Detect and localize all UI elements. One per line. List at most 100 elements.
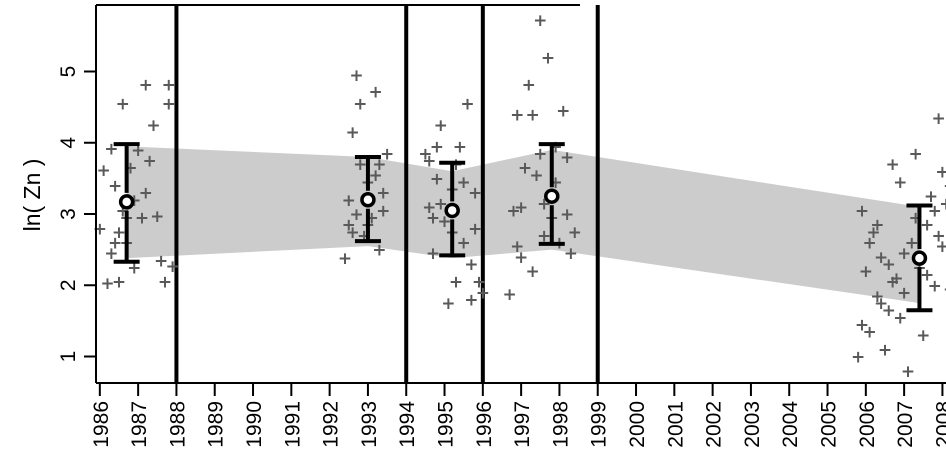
data-point: +: [882, 255, 896, 275]
data-point: +: [353, 95, 367, 115]
data-point: +: [518, 159, 532, 179]
x-tick-label: 1990: [243, 401, 266, 448]
data-point: +: [878, 340, 892, 360]
data-point: +: [533, 11, 547, 31]
axes: 1 2 3 4 5 1986 1987 1988 1989 1990 1991 1992 1993 199…: [57, 4, 946, 448]
data-point: +: [859, 262, 873, 282]
data-point: +: [920, 266, 934, 286]
data-point: +: [342, 191, 356, 211]
data-point: +: [522, 75, 536, 95]
data-point: +: [506, 201, 520, 221]
x-tick-label: 1992: [320, 401, 343, 448]
data-point: +: [870, 216, 884, 236]
data-point: +: [372, 155, 386, 175]
mean-marker: [544, 188, 560, 204]
trend-band-layer: [126, 146, 920, 304]
data-point: +: [468, 219, 482, 239]
data-point: +: [943, 177, 946, 197]
data-point: +: [449, 273, 463, 293]
data-point: +: [514, 198, 528, 218]
data-point: +: [112, 223, 126, 243]
x-tick-label: 1999: [588, 401, 611, 448]
data-point: +: [472, 273, 486, 293]
data-point: +: [893, 173, 907, 193]
data-point: +: [564, 244, 578, 264]
data-point: +: [158, 273, 172, 293]
x-tick-label: 1993: [358, 401, 381, 448]
data-point: +: [430, 137, 444, 157]
data-point: +: [939, 194, 946, 214]
data-point: +: [924, 187, 938, 207]
data-point: +: [855, 201, 869, 221]
data-point: +: [935, 237, 946, 257]
x-tick-label: 2000: [626, 401, 649, 448]
data-point: +: [422, 152, 436, 172]
data-point: +: [568, 223, 582, 243]
data-point: +: [380, 144, 394, 164]
data-point: +: [556, 102, 570, 122]
data-point: +: [100, 274, 114, 294]
data-point: +: [886, 155, 900, 175]
mean-marker: [118, 194, 135, 210]
data-point: +: [150, 207, 164, 227]
data-point: +: [897, 283, 911, 303]
x-tick-label: 2003: [741, 401, 764, 448]
x-tick-label: 2004: [779, 401, 802, 448]
y-tick-label: 3: [57, 208, 80, 220]
data-point: +: [349, 66, 363, 86]
x-tick-label: 2007: [894, 401, 917, 448]
data-point: +: [889, 269, 903, 289]
data-point: +: [112, 273, 126, 293]
x-tick-label: 1995: [435, 401, 458, 448]
data-point: +: [874, 248, 888, 268]
data-point: +: [342, 216, 356, 236]
mean-marker: [360, 192, 376, 208]
data-point: +: [437, 212, 451, 232]
x-tick-label: 1989: [205, 401, 228, 448]
data-point: +: [935, 162, 946, 182]
data-point: +: [368, 82, 382, 102]
y-tick-label: 2: [57, 279, 80, 291]
data-point: +: [525, 105, 539, 125]
data-point: +: [372, 241, 386, 261]
x-tick-label: 1991: [281, 401, 304, 448]
data-point: +: [866, 223, 880, 243]
data-point: +: [146, 116, 160, 136]
data-point: +: [338, 249, 352, 269]
data-point: +: [920, 216, 934, 236]
data-point: +: [510, 105, 524, 125]
data-point: +: [560, 205, 574, 225]
data-point: +: [434, 116, 448, 136]
data-point: +: [345, 123, 359, 143]
data-point: +: [457, 234, 471, 254]
data-point: +: [928, 276, 942, 296]
data-point: +: [453, 137, 467, 157]
data-point: +: [93, 219, 107, 239]
data-point: +: [353, 155, 367, 175]
data-point: +: [345, 223, 359, 243]
data-point: +: [108, 177, 122, 197]
data-point: +: [422, 198, 436, 218]
data-point: +: [901, 362, 915, 382]
data-point: +: [108, 234, 122, 254]
data-point: +: [533, 144, 547, 164]
data-point: +: [560, 148, 574, 168]
data-point: +: [349, 205, 363, 225]
data-point: +: [893, 308, 907, 328]
data-point: +: [460, 95, 474, 115]
period-separators: [174, 5, 600, 383]
data-point: +: [376, 184, 390, 204]
data-point: +: [863, 234, 877, 254]
data-point: +: [464, 291, 478, 311]
trend-band: [126, 146, 920, 304]
data-point: +: [162, 75, 176, 95]
mean-marker: [444, 202, 460, 219]
data-point: +: [418, 144, 432, 164]
data-point: +: [537, 226, 551, 246]
x-tick-label: 1994: [396, 401, 419, 448]
x-tick-label: 2005: [818, 401, 841, 448]
y-tick-label: 4: [57, 137, 80, 149]
x-tick-label: 1987: [128, 401, 151, 448]
data-point: +: [426, 244, 440, 264]
